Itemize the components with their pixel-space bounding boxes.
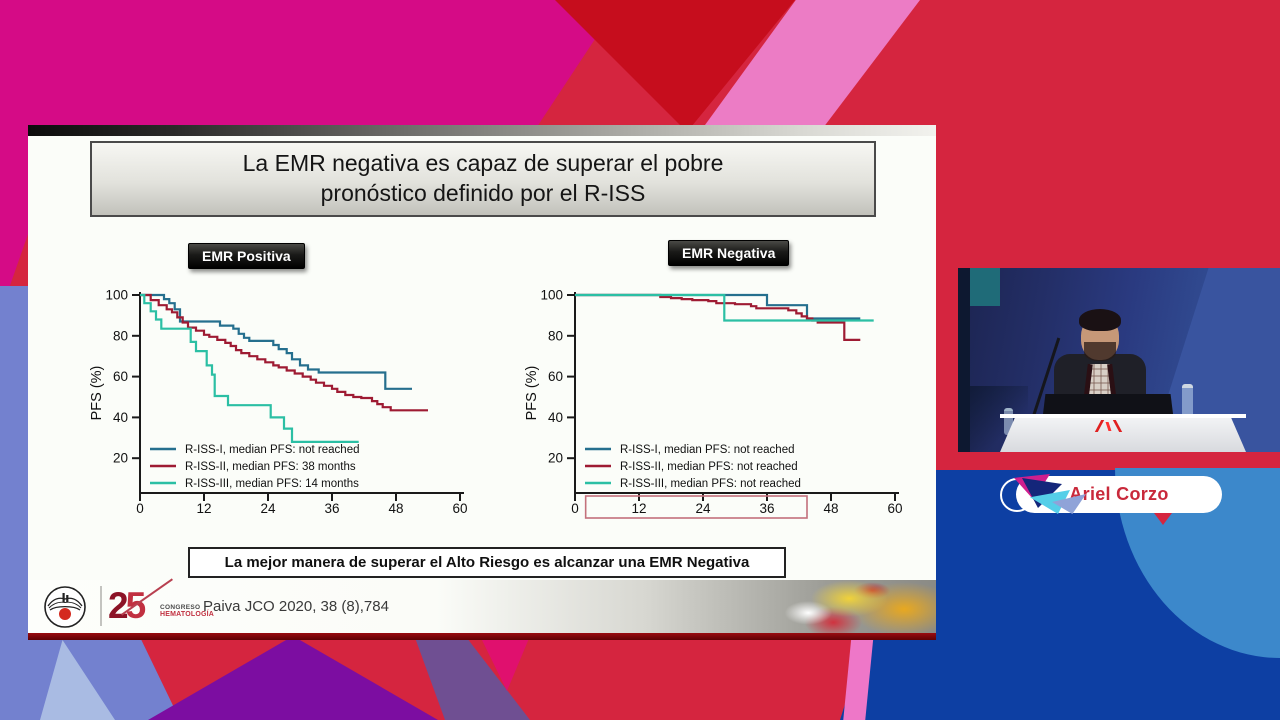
presentation-slide: La EMR negativa es capaz de superar el p… [28, 125, 936, 640]
legend-label: R-ISS-II, median PFS: 38 months [185, 461, 356, 473]
y-tick-label: 20 [113, 451, 128, 466]
bg-purple-triangle [148, 636, 438, 720]
y-tick-label: 80 [113, 328, 128, 343]
x-tick-label: 24 [260, 501, 276, 516]
y-tick-label: 20 [548, 451, 563, 466]
x-tick-label: 48 [823, 501, 838, 516]
panel-label-emr-positiva: EMR Positiva [188, 243, 305, 269]
km-chart-emr-negativa: 20 40 60 80 100 0 12 24 36 48 60 PFS (%) R-ISS-I, me… [524, 288, 903, 519]
y-axis-label: PFS (%) [89, 366, 105, 421]
rog-logo-icon [1094, 420, 1123, 432]
y-axis-label: PFS (%) [524, 366, 540, 421]
y-tick-label: 40 [548, 410, 563, 425]
speaker-video-feed [958, 268, 1280, 452]
x-tick-label: 24 [695, 501, 711, 516]
conclusion-box: La mejor manera de superar el Alto Riesg… [188, 547, 786, 578]
x-tick-label: 0 [136, 501, 144, 516]
conclusion-text: La mejor manera de superar el Alto Riesg… [224, 554, 750, 571]
footer-flame-artwork [708, 580, 936, 633]
x-tick-label: 48 [388, 501, 403, 516]
water-bottle-icon [1004, 408, 1013, 435]
bg-magenta-shape [0, 0, 621, 126]
km-curve [140, 293, 359, 443]
legend-label: R-ISS-III, median PFS: 14 months [185, 478, 359, 490]
x-tick-label: 0 [571, 501, 579, 516]
congress-numeral-2: 2 [108, 585, 129, 626]
slide-title-box: La EMR negativa es capaz de superar el p… [90, 141, 876, 217]
slide-top-gradient-bar [28, 125, 936, 136]
congress-word: CONGRESO [160, 604, 201, 611]
y-tick-label: 40 [113, 410, 128, 425]
slide-title-line1: La EMR negativa es capaz de superar el p… [242, 150, 724, 177]
x-tick-label: 36 [759, 501, 774, 516]
y-tick-label: 100 [540, 288, 563, 303]
podium [1000, 418, 1246, 452]
speaker-beard [1084, 342, 1116, 361]
society-logo-icon [44, 586, 86, 628]
x-tick-label: 12 [196, 501, 211, 516]
congress-25-logo: 25 CONGRESO HEMATOLOGÍA [108, 578, 215, 632]
y-tick-label: 100 [105, 288, 128, 303]
panel-label-emr-negativa: EMR Negativa [668, 240, 790, 266]
km-curve [140, 293, 412, 390]
legend-label: R-ISS-III, median PFS: not reached [620, 478, 801, 490]
y-tick-label: 60 [548, 369, 563, 384]
stage-backdrop-teal [970, 268, 1000, 306]
podium-top-edge [1000, 414, 1246, 418]
legend-label: R-ISS-I, median PFS: not reached [185, 444, 360, 456]
water-bottle-icon [1182, 384, 1193, 428]
speaker-hair [1079, 309, 1121, 331]
km-curve [140, 293, 428, 412]
slide-bottom-border [28, 633, 936, 640]
x-tick-label: 36 [324, 501, 339, 516]
legend-label: R-ISS-I, median PFS: not reached [620, 444, 795, 456]
slide-title-line2: pronóstico definido por el R-ISS [320, 180, 646, 206]
x-axis-highlight-box [584, 495, 808, 519]
km-curve [575, 293, 874, 322]
citation-text: Paiva JCO 2020, 38 (8),784 [203, 598, 389, 615]
x-tick-label: 12 [631, 501, 646, 516]
legend-label: R-ISS-II, median PFS: not reached [620, 461, 798, 473]
x-tick-label: 60 [887, 501, 902, 516]
km-chart-emr-positiva: 20 40 60 80 100 0 12 24 36 48 60 PFS (%) R-ISS-I, me… [89, 288, 468, 517]
slide-footer-band: 25 CONGRESO HEMATOLOGÍA Paiva JCO 2020, … [28, 578, 936, 633]
y-tick-label: 60 [113, 369, 128, 384]
congress-field: HEMATOLOGÍA [160, 611, 215, 619]
km-curve [575, 293, 861, 320]
y-tick-label: 80 [548, 328, 563, 343]
speaker-name: Ariel Corzo [1069, 484, 1169, 504]
footer-logo-divider [100, 586, 102, 626]
x-tick-label: 60 [452, 501, 467, 516]
